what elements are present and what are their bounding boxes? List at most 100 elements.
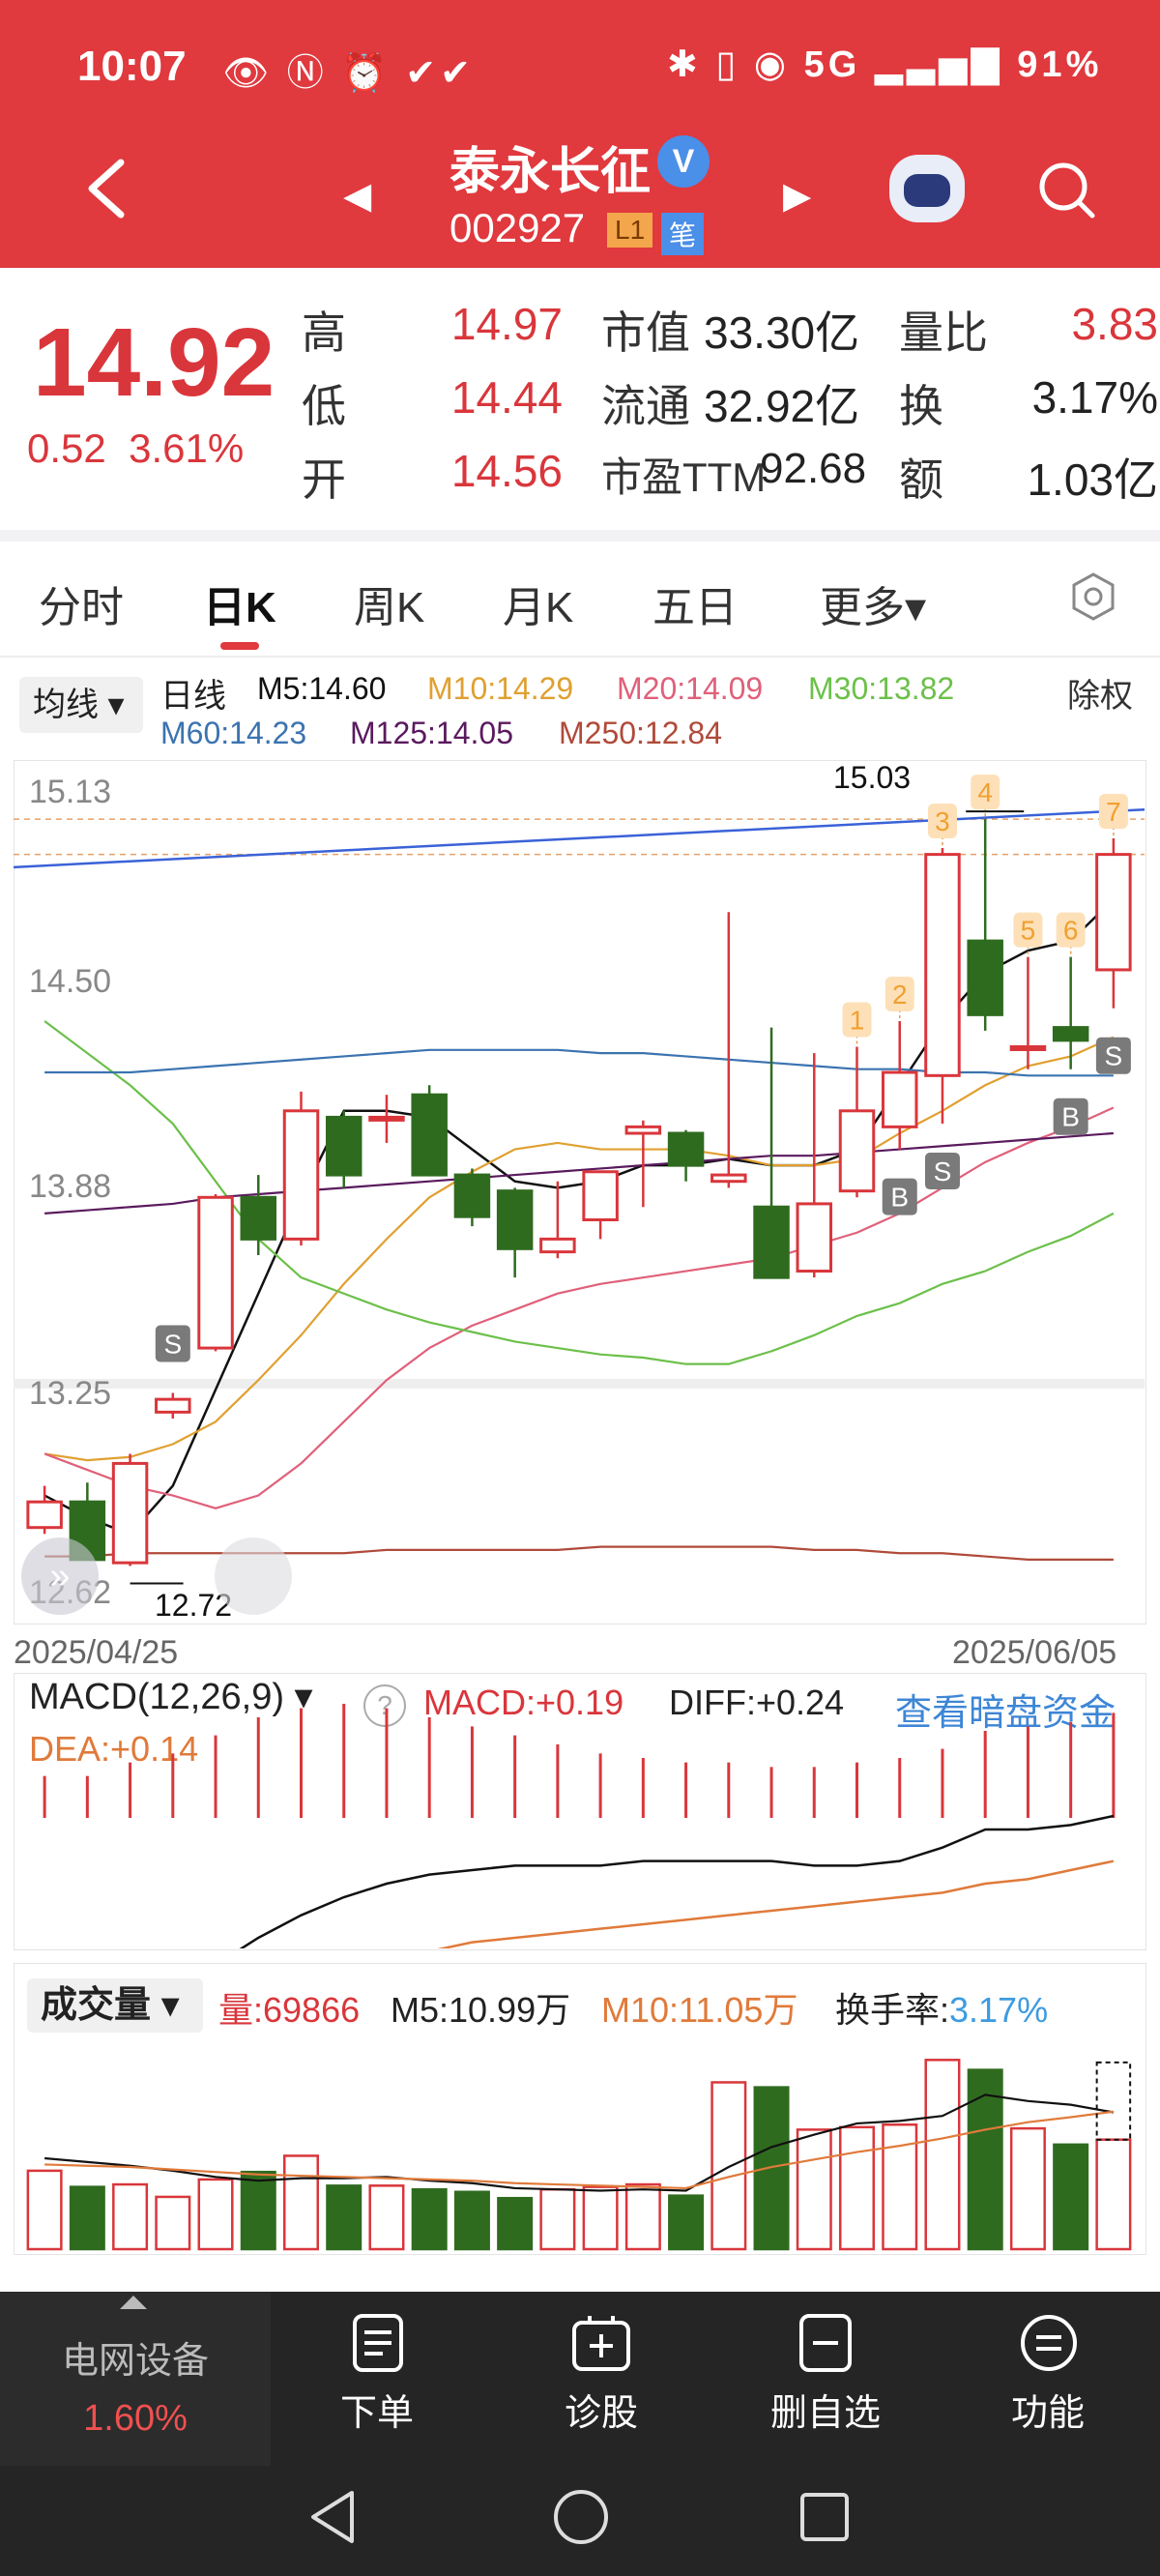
buy-marker xyxy=(1053,1098,1088,1135)
system-recents-icon[interactable] xyxy=(798,2491,851,2543)
candle-down xyxy=(496,1189,534,1250)
volume-m10: M10:11.05万 xyxy=(601,1990,798,2030)
ma-selector-label: 均线 xyxy=(33,687,99,723)
prev-stock-icon[interactable]: ◀ xyxy=(343,176,372,217)
legend-m5: M5:14.60 xyxy=(257,671,387,706)
macd-selector-label: MACD(12,26,9) xyxy=(29,1677,284,1717)
candle-up xyxy=(539,1237,576,1254)
wave-badge xyxy=(1098,794,1128,830)
turnover-rate-value: 3.17% xyxy=(949,1990,1049,2030)
diagnose-icon[interactable] xyxy=(570,2313,632,2373)
turnover-value: 3.17% xyxy=(1031,372,1158,423)
ex-rights-toggle[interactable]: 除权 xyxy=(1067,678,1133,715)
ma-line-m10 xyxy=(44,1036,1115,1462)
volume-bar-up xyxy=(1095,2138,1132,2251)
volume-bar-up xyxy=(924,2059,961,2251)
y-tick-1: 15.13 xyxy=(29,774,112,810)
candle-up xyxy=(111,1461,149,1565)
buy-marker-label: B xyxy=(1061,1102,1080,1132)
candle-down xyxy=(240,1195,277,1241)
stock-name: 泰永长征 xyxy=(450,144,652,200)
remove-watchlist-icon[interactable] xyxy=(798,2313,853,2373)
nav-functions[interactable]: 功能 xyxy=(1010,2393,1085,2434)
volume-selector[interactable]: 成交量 ▾ xyxy=(27,1978,203,2033)
end-date: 2025/06/05 xyxy=(952,1634,1117,1671)
status-notification-icons: 👁 Ⓝ ⏰ ✔✔ xyxy=(222,53,475,94)
ma-line-m250 xyxy=(44,1545,1114,1561)
wave-label-3: 3 xyxy=(935,806,950,836)
sell-marker-label: S xyxy=(934,1156,952,1186)
nav-order[interactable]: 下单 xyxy=(339,2393,414,2434)
ma-selector[interactable]: 均线 ▾ xyxy=(19,677,143,733)
volume-bar-up xyxy=(710,2081,747,2251)
candle-up xyxy=(710,1173,747,1184)
volume-bar-down xyxy=(497,2196,534,2251)
tab-monthly-k[interactable]: 月K xyxy=(503,584,574,631)
functions-icon[interactable] xyxy=(1019,2313,1079,2373)
macd-chart[interactable] xyxy=(14,1673,1145,1948)
volume-bar-up xyxy=(155,2195,191,2251)
status-time: 10:07 xyxy=(77,43,187,90)
settings-icon[interactable] xyxy=(1067,571,1119,623)
volume-bar-down xyxy=(453,2190,490,2251)
float-cap-label: 流通 xyxy=(601,381,690,431)
tab-daily-k[interactable]: 日K xyxy=(203,584,276,631)
high-value: 14.97 xyxy=(450,299,563,349)
nav-remove-watchlist[interactable]: 删自选 xyxy=(769,2393,881,2434)
next-stock-icon[interactable]: ▶ xyxy=(783,176,812,217)
tab-intraday[interactable]: 分时 xyxy=(39,584,124,631)
float-cap-value: 32.92亿 xyxy=(704,381,860,431)
dea-value: DEA:+0.14 xyxy=(29,1729,199,1769)
sell-marker xyxy=(1095,1037,1131,1074)
daily-line-label: 日线 xyxy=(160,678,226,715)
low-label: 低 xyxy=(302,381,346,431)
expand-panel-icon[interactable]: » xyxy=(21,1537,99,1615)
sector-button[interactable] xyxy=(0,2292,271,2466)
candle-up xyxy=(924,853,961,1077)
system-home-icon[interactable] xyxy=(551,2487,611,2547)
tab-five-day[interactable]: 五日 xyxy=(652,584,738,631)
dark-pool-link[interactable]: 查看暗盘资金 xyxy=(895,1693,1116,1734)
chart-separator xyxy=(14,1379,1145,1389)
volume-chart[interactable] xyxy=(14,1963,1145,2253)
fullscreen-icon[interactable] xyxy=(215,1537,292,1615)
legend-m30: M30:13.82 xyxy=(808,671,955,706)
back-icon[interactable] xyxy=(77,155,135,222)
status-system-icons: ✱ ▯ ◉ 5G ▂▃▅▇ 91% xyxy=(667,43,1102,86)
order-icon[interactable] xyxy=(352,2313,404,2373)
volume-bar-down xyxy=(411,2187,448,2251)
volume-bar-down xyxy=(1053,2143,1089,2251)
wave-badge xyxy=(971,775,1000,810)
turnover-label: 换 xyxy=(899,381,943,431)
amount-label: 额 xyxy=(899,454,943,505)
volume-m5-line xyxy=(44,2093,1115,2192)
candle-up xyxy=(197,1195,234,1350)
candle-down xyxy=(1052,1026,1089,1042)
search-icon[interactable] xyxy=(1036,160,1096,220)
volume-bar-up xyxy=(582,2185,619,2251)
volume-ratio-label: 量比 xyxy=(899,307,988,358)
wave-badge xyxy=(842,1002,872,1038)
help-icon[interactable]: ? xyxy=(363,1684,406,1727)
start-date: 2025/04/25 xyxy=(14,1634,179,1671)
candle-up xyxy=(155,1397,191,1414)
tab-weekly-k[interactable]: 周K xyxy=(354,584,425,631)
system-back-icon[interactable] xyxy=(305,2487,360,2547)
candle-up xyxy=(838,1109,876,1193)
turnover-rate: 换手率:3.17% xyxy=(835,1982,1048,2033)
candle-down xyxy=(411,1093,448,1177)
low-value: 14.44 xyxy=(450,372,563,423)
robot-face-icon xyxy=(904,174,950,207)
wave-label-6: 6 xyxy=(1063,916,1079,946)
legend-m125: M125:14.05 xyxy=(350,716,514,750)
tab-more[interactable]: 更多▾ xyxy=(820,584,927,631)
nav-diagnose[interactable]: 诊股 xyxy=(564,2393,638,2434)
sell-marker-label: S xyxy=(1105,1041,1123,1071)
change-amount: 0.52 xyxy=(27,425,106,471)
volume-bar-down xyxy=(753,2086,790,2251)
change-percent: 3.61% xyxy=(129,425,245,471)
stock-code: 002927 xyxy=(450,205,586,250)
macd-selector[interactable]: MACD(12,26,9) ▾ xyxy=(29,1677,313,1717)
wave-label-2: 2 xyxy=(892,980,908,1010)
